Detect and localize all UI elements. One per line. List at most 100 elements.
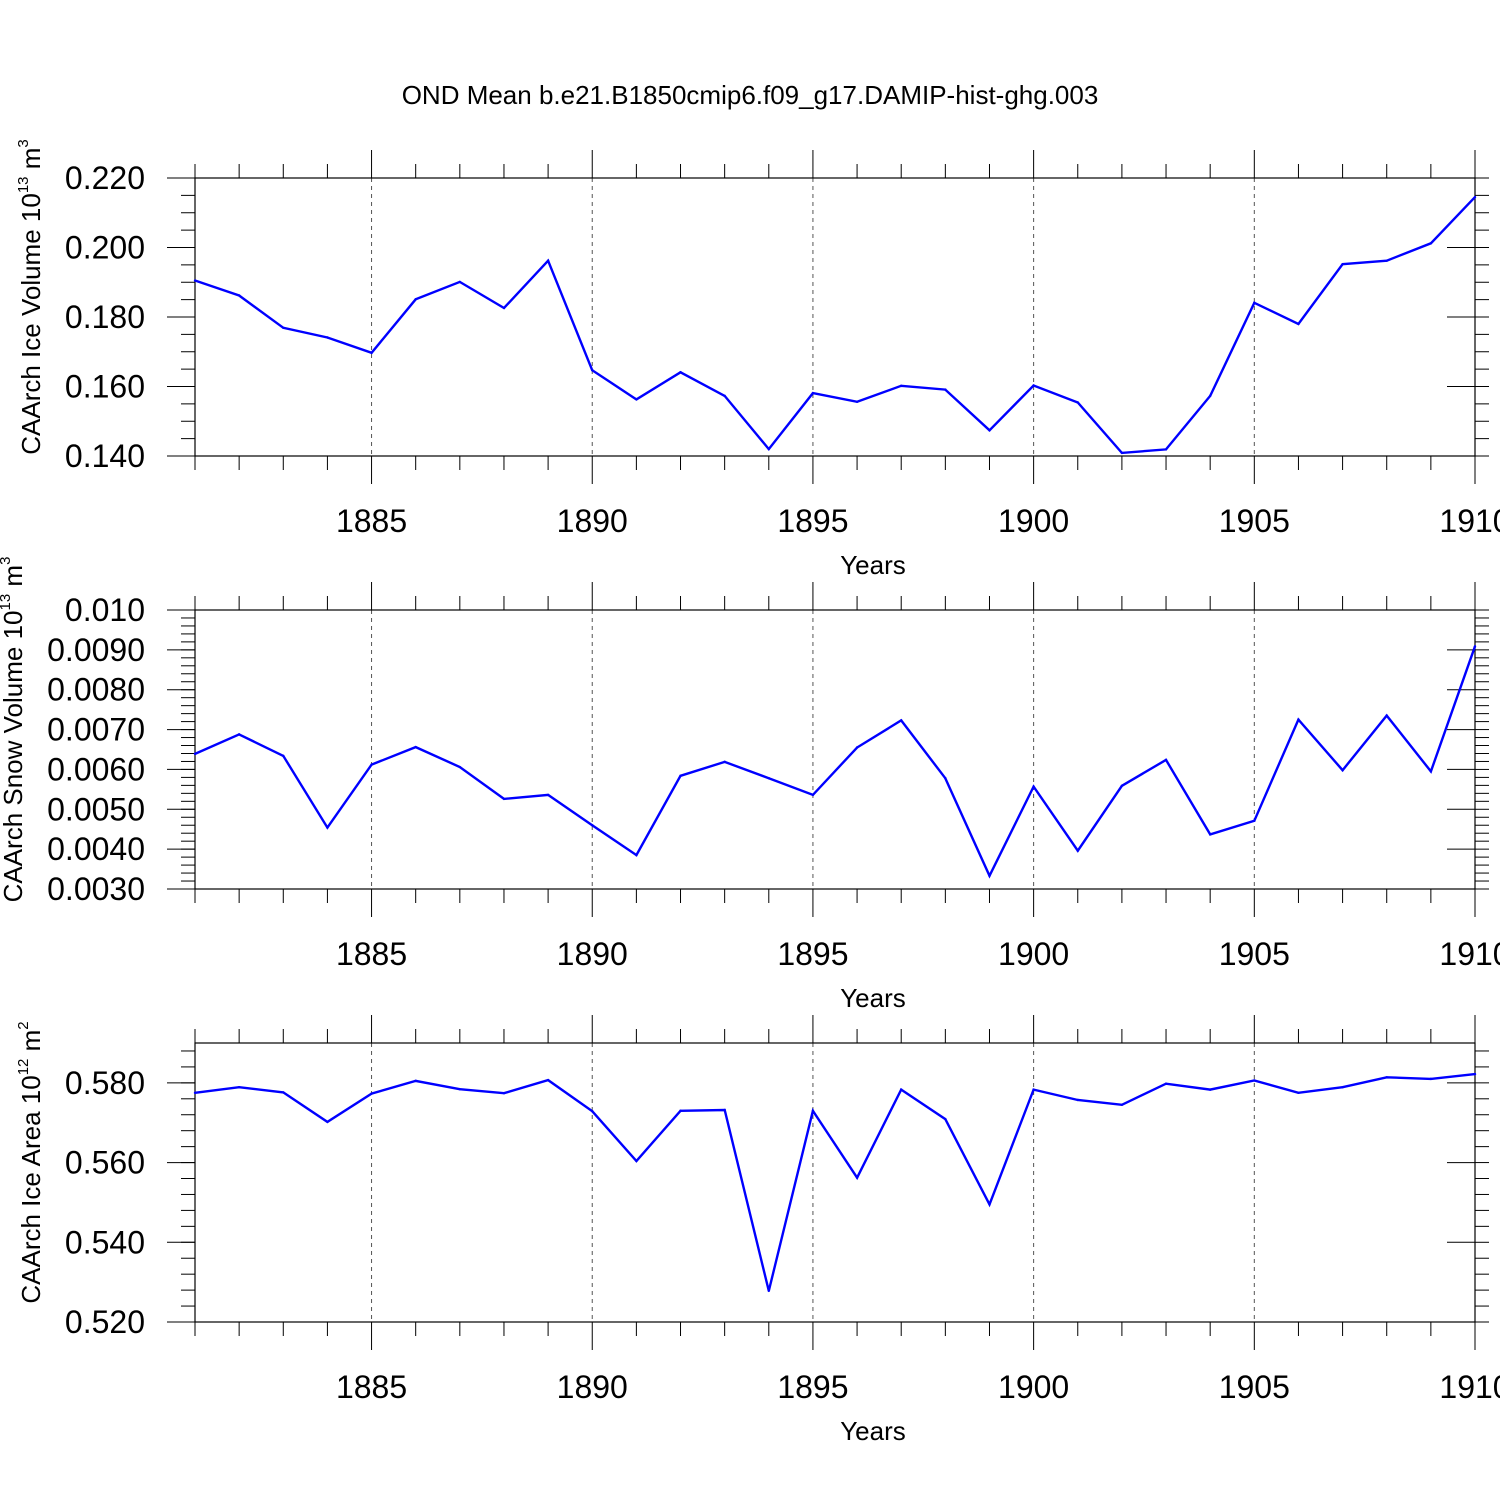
data-point — [1253, 819, 1256, 823]
y-tick-label: 0.560 — [65, 1145, 145, 1181]
data-point — [944, 776, 947, 780]
data-point — [679, 774, 682, 778]
data-point — [1473, 195, 1477, 199]
y-tick-label: 0.220 — [65, 160, 145, 196]
data-point — [1120, 1103, 1124, 1106]
data-point — [1076, 1098, 1079, 1102]
data-point — [1164, 758, 1168, 762]
data-point — [944, 388, 947, 391]
x-tick-label: 1890 — [557, 503, 628, 539]
data-point — [237, 733, 241, 736]
x-tick-label: 1885 — [336, 936, 407, 972]
data-point — [635, 1159, 638, 1163]
data-point — [1297, 1091, 1300, 1095]
data-point — [1341, 769, 1344, 772]
y-tick-label: 0.180 — [65, 299, 145, 335]
data-point — [1429, 770, 1433, 773]
data-point — [1120, 451, 1124, 455]
data-point — [1297, 718, 1300, 721]
y-tick-label: 0.160 — [65, 369, 145, 405]
y-axis-label-exponent: 13 — [0, 594, 14, 611]
x-tick-label: 1885 — [336, 503, 407, 539]
plot-frame — [194, 609, 1476, 890]
data-point — [546, 793, 550, 797]
data-point — [546, 259, 550, 262]
x-axis-label: Years — [840, 983, 906, 1013]
data-point — [944, 1117, 947, 1121]
y-tick-label: 0.0040 — [47, 831, 145, 867]
x-tick-label: 1900 — [998, 936, 1069, 972]
y-axis-label-unit-exponent: 3 — [15, 139, 32, 147]
data-point — [370, 1092, 373, 1095]
x-axis-label: Years — [840, 550, 906, 580]
x-tick-label: 1905 — [1219, 503, 1290, 539]
data-point — [723, 760, 726, 764]
data-point — [767, 1289, 770, 1293]
panel-ice-area: CAArch Ice Area 1012 m2 Years 0.520 0.540… — [15, 1015, 1500, 1446]
y-tick-label: 0.010 — [65, 592, 145, 628]
x-tick-label: 1895 — [777, 1369, 848, 1405]
data-point — [458, 280, 462, 284]
data-point — [1208, 1088, 1212, 1091]
x-tick-label: 1900 — [998, 1369, 1069, 1405]
y-axis-label: CAArch Ice Area 1012 m2 — [15, 1021, 46, 1303]
data-point — [988, 429, 991, 432]
data-point — [900, 384, 903, 388]
data-point — [1120, 784, 1124, 787]
data-point — [855, 400, 859, 403]
data-point — [855, 1176, 859, 1179]
data-point — [767, 447, 770, 451]
x-tick-label: 1910 — [1439, 1369, 1500, 1405]
data-point — [326, 826, 329, 829]
data-point — [1429, 1077, 1433, 1081]
series-line — [194, 196, 1476, 455]
y-axis-label-unit-exponent: 2 — [15, 1021, 32, 1029]
data-point — [237, 1086, 241, 1089]
data-point — [1341, 262, 1344, 266]
data-point — [1164, 1082, 1168, 1085]
y-axis-label-unit: m — [16, 148, 46, 177]
data-point — [988, 874, 991, 878]
data-point — [1076, 849, 1079, 852]
data-point — [900, 1088, 903, 1091]
x-axis-label: Years — [840, 1416, 906, 1446]
data-point — [1032, 785, 1035, 788]
data-point — [1208, 394, 1212, 398]
y-axis-label: CAArch Ice Volume 1013 m3 — [15, 139, 46, 455]
y-tick-label: 0.140 — [65, 438, 145, 474]
data-point — [723, 1108, 726, 1112]
data-point — [1341, 1086, 1344, 1089]
data-point — [370, 763, 373, 766]
y-tick-label: 0.540 — [65, 1224, 145, 1260]
plot-frame — [194, 1042, 1476, 1323]
data-point — [988, 1203, 991, 1206]
data-point — [414, 745, 417, 749]
data-point — [237, 294, 241, 297]
data-point — [591, 1109, 594, 1113]
data-point — [502, 1092, 506, 1095]
data-point — [414, 298, 417, 301]
y-axis-label-prefix: CAArch Snow Volume 10 — [0, 610, 28, 902]
data-point — [502, 797, 506, 801]
data-point — [546, 1078, 550, 1082]
data-point — [502, 306, 506, 310]
y-axis-label-unit: m — [16, 1030, 46, 1059]
y-tick-label: 0.0050 — [47, 791, 145, 827]
data-point — [679, 1109, 682, 1112]
data-point — [458, 1088, 462, 1091]
data-point — [1385, 259, 1388, 262]
y-tick-label: 0.0090 — [47, 632, 145, 668]
data-point — [679, 371, 682, 374]
data-point — [1429, 242, 1433, 245]
data-point — [1253, 301, 1256, 304]
data-point — [282, 1091, 285, 1094]
data-point — [635, 853, 638, 857]
y-tick-label: 0.0070 — [47, 712, 145, 748]
y-axis-label-exponent: 13 — [15, 176, 32, 193]
series-line — [194, 645, 1477, 879]
x-tick-label: 1885 — [336, 1369, 407, 1405]
x-tick-label: 1895 — [777, 936, 848, 972]
y-tick-label: 0.0060 — [47, 751, 145, 787]
data-point — [1297, 322, 1300, 326]
data-point — [414, 1079, 417, 1083]
